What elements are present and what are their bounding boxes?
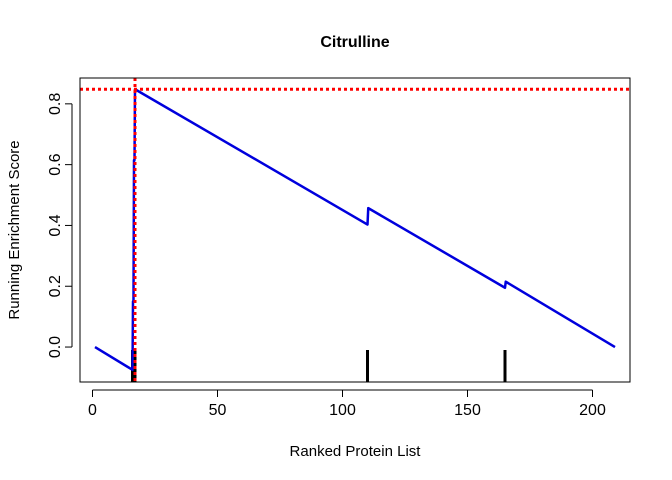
x-tick-label-2: 100 <box>329 402 356 419</box>
x-tick-label-3: 150 <box>454 402 481 419</box>
x-tick-label-4: 200 <box>579 402 606 419</box>
x-axis: 0 50 100 150 200 <box>88 389 606 419</box>
y-axis: 0.0 0.2 0.4 0.6 0.8 <box>47 93 73 358</box>
x-axis-label: Ranked Protein List <box>290 443 422 460</box>
y-tick-label-0: 0.0 <box>47 336 64 358</box>
y-tick-label-3: 0.6 <box>47 153 64 175</box>
y-tick-label-1: 0.2 <box>47 275 64 297</box>
y-axis-label: Running Enrichment Score <box>6 140 23 319</box>
es-line-0 <box>94 88 616 372</box>
x-tick-label-1: 50 <box>209 402 227 419</box>
y-tick-label-4: 0.8 <box>47 93 64 115</box>
chart-title: Citrulline <box>320 34 389 51</box>
y-tick-label-2: 0.4 <box>47 214 64 236</box>
x-tick-label-0: 0 <box>88 402 97 419</box>
plot-frame <box>79 77 631 383</box>
plot-area <box>79 77 631 383</box>
